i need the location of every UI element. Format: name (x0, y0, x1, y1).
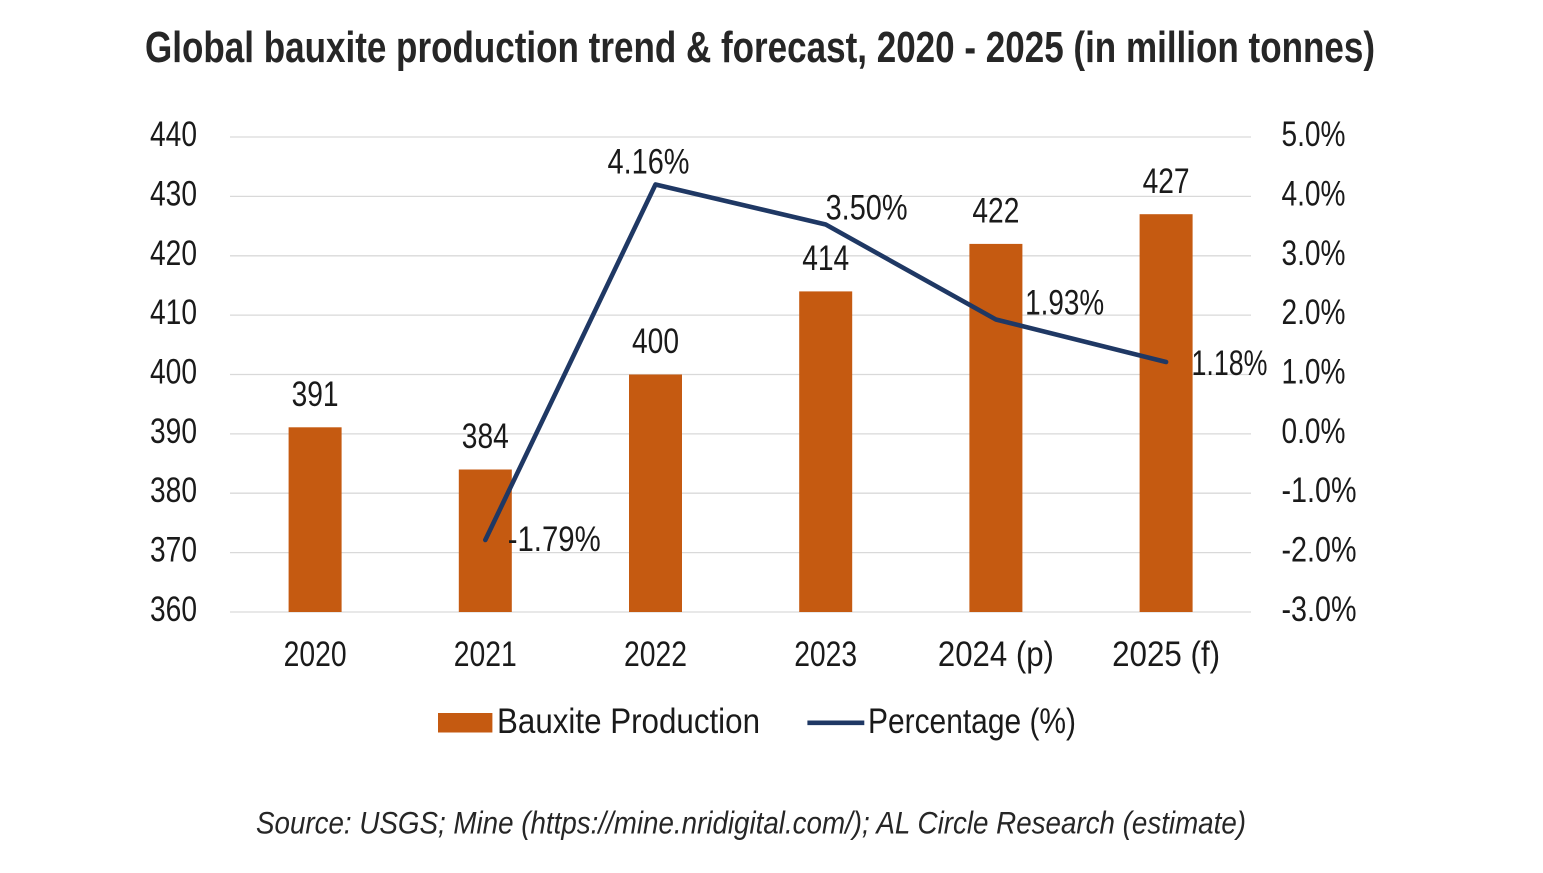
svg-text:2.0%: 2.0% (1282, 293, 1346, 332)
svg-text:440: 440 (150, 115, 197, 154)
svg-text:1.0%: 1.0% (1282, 353, 1346, 392)
svg-text:Source: USGS; Mine (https://mi: Source: USGS; Mine (https://mine.nridigi… (256, 805, 1246, 841)
svg-text:390: 390 (150, 412, 197, 451)
svg-text:-1.0%: -1.0% (1282, 471, 1357, 510)
svg-text:3.0%: 3.0% (1282, 234, 1346, 273)
svg-text:384: 384 (462, 417, 509, 456)
svg-text:422: 422 (972, 192, 1019, 231)
svg-text:4.16%: 4.16% (608, 142, 690, 181)
svg-text:1.93%: 1.93% (1025, 284, 1104, 323)
svg-text:2021: 2021 (454, 635, 517, 674)
svg-text:2022: 2022 (624, 635, 687, 674)
svg-text:Bauxite Production: Bauxite Production (497, 702, 760, 741)
svg-text:2023: 2023 (794, 635, 857, 674)
svg-text:420: 420 (150, 234, 197, 273)
svg-text:400: 400 (150, 353, 197, 392)
svg-text:391: 391 (292, 375, 339, 414)
svg-text:4.0%: 4.0% (1282, 174, 1346, 213)
svg-text:370: 370 (150, 531, 197, 570)
svg-text:400: 400 (632, 322, 679, 361)
svg-text:427: 427 (1143, 162, 1190, 201)
svg-text:-2.0%: -2.0% (1282, 531, 1357, 570)
svg-text:Percentage (%): Percentage (%) (868, 702, 1076, 741)
svg-text:2025 (f): 2025 (f) (1112, 635, 1220, 674)
svg-text:3.50%: 3.50% (826, 189, 908, 228)
svg-text:Global bauxite production tren: Global bauxite production trend & foreca… (145, 23, 1375, 72)
svg-text:380: 380 (150, 471, 197, 510)
svg-text:2024 (p): 2024 (p) (938, 635, 1054, 674)
svg-text:360: 360 (150, 590, 197, 629)
svg-text:-3.0%: -3.0% (1282, 590, 1357, 629)
svg-text:0.0%: 0.0% (1282, 412, 1346, 451)
svg-text:5.0%: 5.0% (1282, 115, 1346, 154)
svg-text:430: 430 (150, 174, 197, 213)
svg-text:2020: 2020 (284, 635, 347, 674)
svg-text:410: 410 (150, 293, 197, 332)
svg-text:-1.79%: -1.79% (508, 520, 601, 559)
svg-text:414: 414 (802, 239, 849, 278)
svg-text:1.18%: 1.18% (1192, 344, 1268, 383)
